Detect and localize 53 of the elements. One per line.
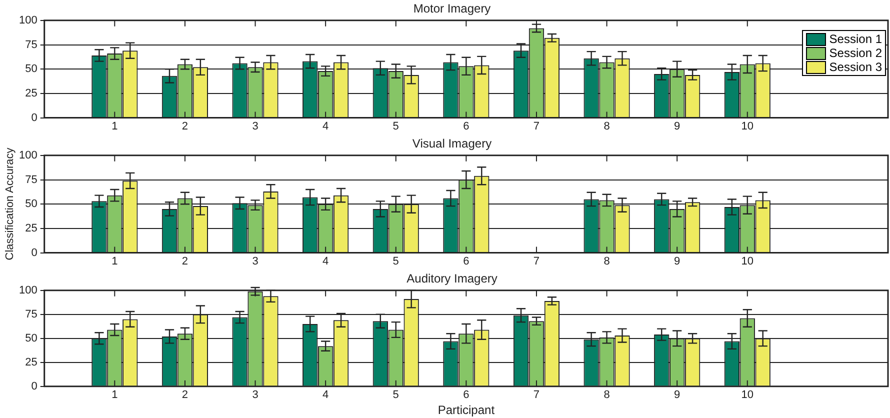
y-tick-label: 25	[25, 356, 38, 368]
x-tick-label: 8	[604, 255, 610, 268]
chart-title: Auditory Imagery	[406, 272, 498, 286]
y-tick-label: 0	[31, 112, 38, 124]
x-tick-label: 5	[392, 255, 399, 268]
x-tick-label: 2	[182, 255, 188, 268]
legend-label: Session 2	[829, 46, 882, 60]
y-tick-label: 25	[25, 222, 38, 234]
y-tick-label: 25	[25, 87, 38, 100]
y-tick-label: 50	[25, 63, 38, 76]
y-tick-label: 50	[25, 332, 38, 344]
legend-label: Session 1	[829, 32, 882, 46]
chart-title: Motor Imagery	[413, 2, 491, 16]
y-axis-title: Classification Accuracy	[4, 146, 16, 262]
y-tick-label: 75	[25, 308, 38, 320]
y-tick-label: 0	[31, 380, 38, 392]
x-tick-label: 1	[112, 120, 118, 132]
x-tick-label: 2	[182, 120, 188, 132]
x-tick-label: 4	[322, 389, 329, 402]
x-axis-title: Participant	[438, 403, 496, 418]
x-tick-label: 6	[463, 120, 470, 132]
x-tick-label: 9	[674, 389, 680, 402]
x-tick-label: 9	[674, 255, 680, 268]
x-tick-label: 2	[182, 389, 188, 402]
y-tick-label: 75	[25, 38, 38, 51]
chart-title: Visual Imagery	[412, 136, 492, 151]
x-tick-label: 4	[322, 120, 329, 132]
x-tick-label: 5	[392, 120, 399, 132]
x-tick-label: 9	[674, 120, 680, 132]
y-tick-label: 100	[18, 14, 38, 26]
x-tick-label: 7	[533, 255, 540, 268]
x-tick-label: 1	[112, 255, 118, 268]
x-tick-label: 3	[252, 389, 258, 402]
x-tick-label: 10	[741, 120, 754, 132]
y-tick-label: 0	[31, 246, 38, 259]
legend-label: Session 3	[829, 60, 882, 74]
x-tick-label: 10	[741, 389, 754, 402]
x-tick-label: 8	[604, 120, 610, 132]
x-tick-label: 3	[252, 255, 258, 268]
y-tick-label: 75	[25, 174, 38, 186]
y-tick-label: 100	[18, 284, 38, 296]
x-tick-label: 1	[112, 389, 118, 402]
x-tick-label: 5	[392, 389, 399, 402]
x-tick-label: 7	[533, 389, 540, 402]
x-tick-label: 6	[463, 255, 470, 268]
x-tick-label: 10	[741, 255, 754, 268]
x-tick-label: 7	[533, 120, 540, 132]
x-tick-label: 6	[463, 389, 470, 402]
y-tick-label: 50	[25, 198, 38, 210]
x-tick-label: 8	[604, 389, 610, 402]
x-tick-label: 3	[252, 120, 258, 132]
y-tick-label: 100	[18, 149, 38, 162]
x-tick-label: 4	[322, 255, 329, 268]
